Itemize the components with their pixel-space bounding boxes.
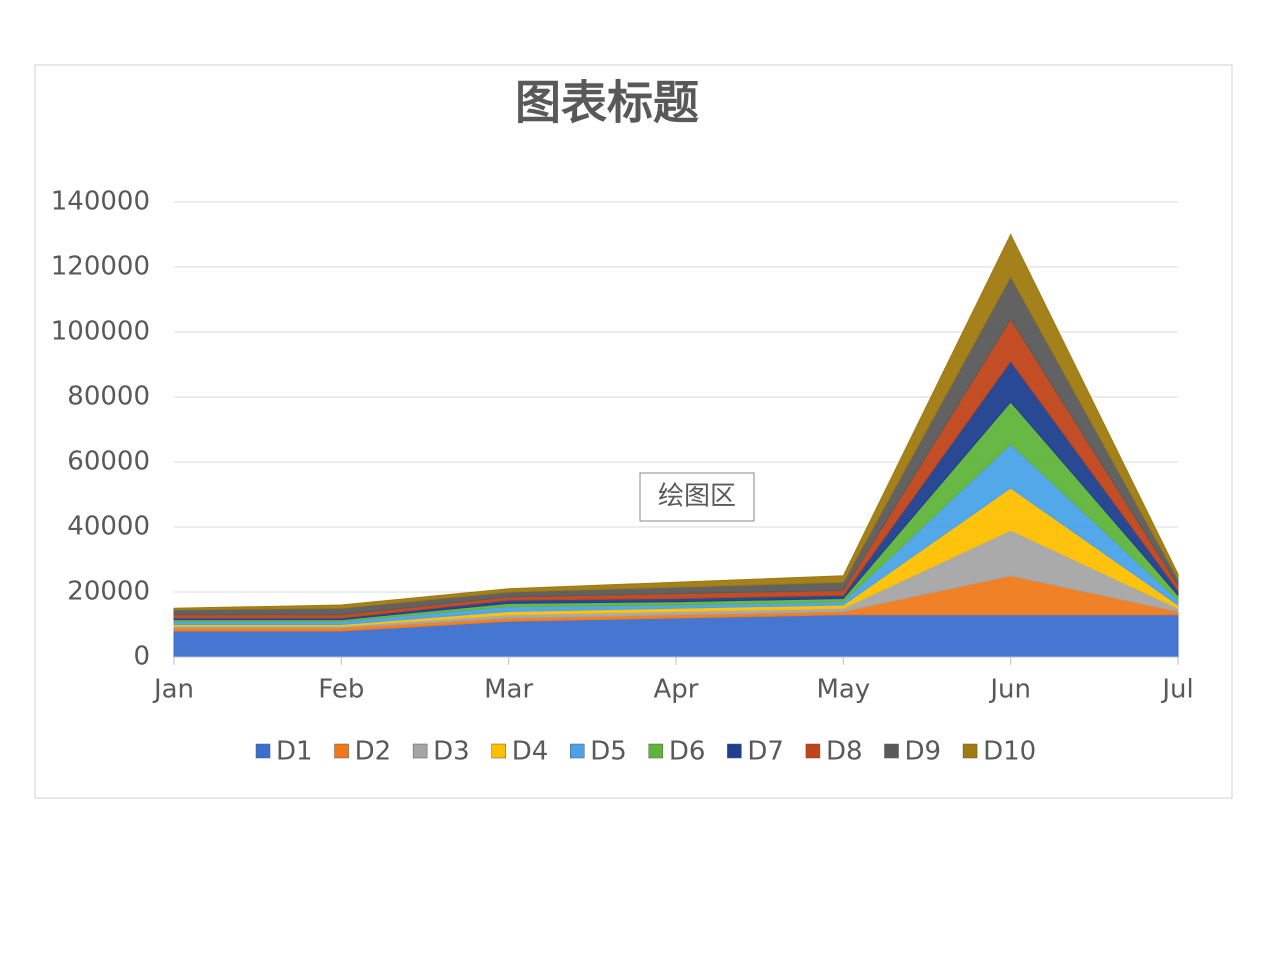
y-tick-label: 60000 bbox=[67, 447, 150, 477]
legend-swatch bbox=[570, 743, 585, 759]
legend-label: D5 bbox=[590, 737, 627, 767]
x-tick-label: Jan bbox=[152, 675, 194, 705]
legend-label: D8 bbox=[826, 737, 863, 767]
y-tick-label: 0 bbox=[133, 642, 150, 672]
y-tick-label: 100000 bbox=[51, 317, 150, 347]
y-tick-label: 40000 bbox=[67, 512, 150, 542]
legend-swatch bbox=[648, 743, 664, 759]
legend-label: D1 bbox=[276, 737, 313, 767]
legend-swatch bbox=[727, 743, 742, 759]
legend-label: D6 bbox=[669, 737, 706, 767]
legend-swatch bbox=[255, 743, 271, 759]
legend-label: D9 bbox=[905, 737, 942, 767]
legend-swatch bbox=[334, 743, 349, 759]
legend-label: D10 bbox=[983, 737, 1036, 767]
y-tick-label: 20000 bbox=[67, 577, 150, 607]
x-tick-label: Apr bbox=[654, 675, 699, 705]
x-tick-label: Mar bbox=[484, 675, 533, 705]
x-tick-label: Jun bbox=[988, 675, 1031, 705]
y-tick-label: 140000 bbox=[51, 187, 150, 217]
x-tick-label: Feb bbox=[318, 675, 364, 705]
legend-label: D3 bbox=[433, 737, 470, 767]
tooltip: 绘图区 bbox=[658, 482, 736, 512]
legend-label: D7 bbox=[747, 737, 784, 767]
legend-label: D2 bbox=[355, 737, 392, 767]
legend-swatch bbox=[805, 743, 821, 759]
legend-swatch bbox=[884, 743, 899, 759]
legend-swatch bbox=[412, 743, 428, 759]
legend-swatch bbox=[962, 743, 978, 759]
tooltip-box bbox=[639, 472, 755, 522]
legend-label: D4 bbox=[512, 737, 549, 767]
x-tick-label: Jul bbox=[1160, 675, 1193, 705]
chart-title: 图表标题 bbox=[515, 76, 699, 130]
y-tick-label: 120000 bbox=[51, 252, 150, 282]
legend-swatch bbox=[491, 743, 506, 759]
area bbox=[173, 233, 1179, 611]
x-tick-label: May bbox=[816, 675, 870, 705]
y-tick-label: 80000 bbox=[67, 382, 150, 412]
